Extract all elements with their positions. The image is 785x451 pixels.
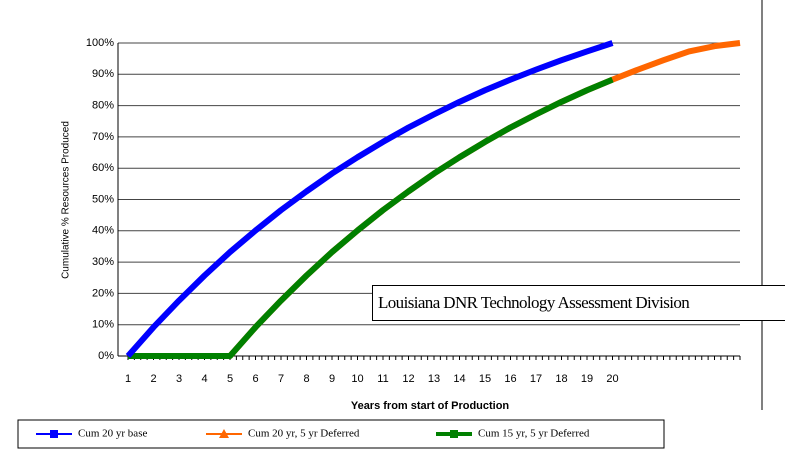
x-tick-label: 9: [329, 373, 335, 385]
legend-marker: [50, 430, 58, 438]
y-tick-label: 80%: [92, 100, 114, 112]
x-tick-label: 18: [555, 373, 567, 385]
legend-marker: [450, 430, 458, 438]
y-tick-label: 40%: [92, 225, 114, 237]
x-tick-label: 19: [581, 373, 593, 385]
series-line: [125, 40, 614, 358]
y-tick-label: 10%: [92, 319, 114, 331]
x-tick-label: 10: [351, 373, 363, 385]
x-tick-label: 8: [303, 373, 309, 385]
x-tick-label: 20: [606, 373, 618, 385]
x-tick-label: 6: [252, 373, 258, 385]
x-tick-label: 13: [428, 373, 440, 385]
y-tick-label: 70%: [92, 131, 114, 143]
x-tick-label: 15: [479, 373, 491, 385]
x-tick-label: 4: [201, 373, 207, 385]
x-tick-label: 11: [377, 373, 388, 385]
y-tick-label: 0%: [98, 350, 114, 362]
y-tick-label: 90%: [92, 68, 114, 80]
legend-label: Cum 20 yr, 5 yr Deferred: [248, 428, 360, 440]
x-tick-label: 14: [453, 373, 465, 385]
y-tick-label: 60%: [92, 162, 114, 174]
x-tick-label: 5: [227, 373, 233, 385]
annotation: Louisiana DNR Technology Assessment Divi…: [378, 293, 690, 312]
x-tick-label: 16: [504, 373, 516, 385]
y-tick-label: 20%: [92, 287, 114, 299]
legend-label: Cum 15 yr, 5 yr Deferred: [478, 428, 590, 440]
legend-label: Cum 20 yr base: [78, 428, 147, 440]
series-line: [128, 76, 614, 359]
y-tick-label: 50%: [92, 193, 114, 205]
annotation-frame: [372, 285, 785, 321]
x-tick-label: 3: [176, 373, 182, 385]
legend-box: [17, 419, 665, 449]
x-tick-label: 7: [278, 373, 284, 385]
x-tick-label: 1: [125, 373, 131, 385]
x-tick-label: 17: [530, 373, 542, 385]
x-tick-label: 12: [402, 373, 414, 385]
x-tick-label: 2: [150, 373, 156, 385]
legend-marker: [219, 429, 229, 438]
y-tick-label: 30%: [92, 256, 114, 268]
y-axis-title: Cumulative % Resources Produced: [61, 121, 72, 279]
annotation-box: Louisiana DNR Technology Assessment Divi…: [372, 285, 785, 321]
x-axis-title: Years from start of Production: [351, 400, 510, 412]
y-tick-label: 100%: [86, 37, 114, 49]
